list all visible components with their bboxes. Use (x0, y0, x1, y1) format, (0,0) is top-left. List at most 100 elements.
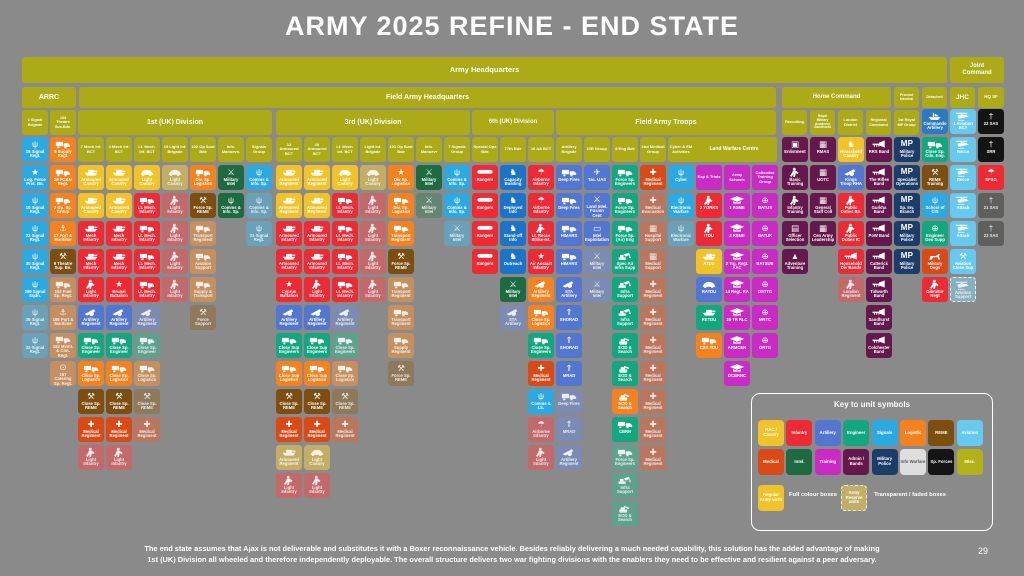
soldier-icon (166, 250, 184, 262)
unit-label: Armoured Infantry (278, 261, 299, 271)
dagger-icon: † (988, 139, 994, 149)
tank-icon (308, 194, 326, 206)
unit-label: Lt. Mech. Infantry (335, 289, 355, 299)
unit-label: Land Intel. Fusion Cent (586, 203, 608, 218)
unit-label: Force Sp. Engineers (614, 177, 636, 187)
column-header-exp-trials: Exp & Trials (696, 165, 722, 190)
unit-label: Log. Force Prot. Bn. (24, 177, 46, 187)
unit-label: Public Duties Bn. (840, 205, 862, 215)
unit-label: MRTC (758, 317, 772, 322)
unit-label: Electronic Warfare (670, 233, 692, 243)
unit-box-light-infantry: Light Infantry (162, 277, 188, 302)
unit-label: Sandhurst Band (868, 317, 890, 327)
truck-icon (82, 334, 100, 346)
tank-icon (110, 222, 128, 234)
truck-icon (392, 222, 410, 234)
tank-icon (280, 446, 298, 458)
soldier-icon (364, 194, 382, 206)
unit-box-military-intel: ⚔ Military Intel (584, 249, 610, 274)
unit-label: BATUK (757, 233, 773, 238)
unit-label: Close Sp. REME (137, 401, 157, 411)
cannon-icon (560, 278, 578, 290)
truck-icon (308, 334, 326, 346)
unit-box-close-sp-engineer: Close Sp. Engineer (78, 333, 104, 358)
unit-box-17-port-maritime: ⚓ 17 Port & Maritime (50, 221, 76, 246)
column-header-4-mech-inf-bct: 4 Mech Inf. BCT (106, 137, 132, 162)
unit-box-32-signal-regt: ψ 32 Signal Regt. (22, 333, 48, 358)
unit-label: 167 Catering Sp. Regt. (53, 371, 73, 386)
unit-box-lt-mech-infantry: Lt. Mech. Infantry (332, 193, 358, 218)
antenna-icon: ψ (255, 195, 263, 205)
unit-label: School of CIS (925, 205, 945, 215)
tank-icon (280, 166, 298, 178)
unit-label: Close Sp. Logistics (335, 373, 355, 383)
unit-box-atdu: ATDU (696, 249, 722, 274)
unit-box-comms-i-s: ψ Comms & I.S. (528, 389, 554, 414)
unit-label: Lt. Mech. Infantry (335, 233, 355, 243)
unit-box-light-cavalry: Light Cavalry (134, 165, 160, 190)
unit-box-light-infantry: Light Infantry (162, 193, 188, 218)
gradcap-icon (728, 278, 746, 290)
unit-label: Infra Support (616, 485, 634, 495)
unit-label: PoW Band (868, 233, 890, 238)
unit-label: Infra Support (616, 317, 634, 327)
cross-icon: ✚ (649, 447, 657, 457)
unit-label: Airborne Infantry (532, 205, 550, 215)
unit-box-close-sp-logistics: Close Sp. Logistics (134, 361, 160, 386)
unit-label: Light Cavalry (139, 177, 155, 187)
truck-icon (336, 194, 354, 206)
unit-label: Close Sp. Logistics (81, 373, 101, 383)
unit-label: 23 SAS (983, 233, 999, 238)
truck-icon (336, 334, 354, 346)
unit-label: Comms & I.S. (531, 401, 551, 411)
globe-icon: ⊕ (761, 223, 769, 233)
robot-icon (616, 390, 634, 402)
unit-box-div-sp-logistics: ★ Div Sp. Logistics (388, 165, 414, 190)
column-header-7-signals-group: 7 Signals Group (444, 137, 470, 162)
unit-box-light-infantry: Light Infantry (360, 221, 386, 246)
trumpet-icon (870, 334, 888, 346)
swords-icon: ⚔ (509, 279, 517, 289)
bar-army-headquarters: Army Headquarters (22, 57, 947, 83)
knight-icon: ♞ (509, 251, 517, 261)
antenna-icon: ψ (453, 167, 461, 177)
bar-provost: Provost Marshal (894, 87, 919, 108)
unit-box-armoured-cavalry: Armoured Cavalry (78, 193, 104, 218)
unit-label: Aviation Close Sup (952, 261, 974, 271)
unit-box-artillery-regiment: Artillery Regiment (332, 305, 358, 330)
unit-label: Military Intel (505, 289, 521, 299)
legend-box-artillery: Artillery (814, 420, 841, 446)
unit-box-enlistment: ▣ Enlistment (782, 137, 808, 162)
robot-icon (616, 502, 634, 514)
column-header-lt-mech-inf-bct: Lt. Mech. Inf. BCT (332, 137, 358, 162)
truck-icon (532, 306, 550, 318)
unit-box-medical-regiment: ✚ Medical Regiment (640, 389, 666, 414)
legend-box-medical: Medical (758, 449, 784, 475)
unit-box-recce: Recce (950, 137, 976, 162)
unit-label: Military Intel (421, 177, 437, 187)
unit-box-force-sp-engineers: Force Sp. Engineers (612, 165, 638, 190)
building-icon: ▦ (818, 195, 828, 205)
footer-line-2: 1st (UK) Division all wheeled and theref… (147, 555, 877, 565)
unit-box-9-supply-regt: 9 Supply Regt. (50, 137, 76, 162)
unit-label: Close Sp. Engineer (109, 345, 129, 355)
unit-box-medical-regiment: ✚ Medical Regiment (78, 417, 104, 442)
unit-box-shorad: ⇑ SHORAD (556, 305, 582, 330)
unit-label: Outreach (503, 261, 523, 266)
unit-label: Armoured Infantry (306, 233, 327, 243)
tank-icon (82, 222, 100, 234)
cannon-icon (82, 306, 100, 318)
unit-label: Military Intel (589, 289, 605, 299)
unit-label: Aviation Support (954, 290, 972, 300)
knight-icon: ♞ (509, 167, 517, 177)
unit-box-rangers: Rangers (472, 193, 498, 218)
unit-box-military-police: MP Military Police (894, 221, 920, 246)
car-icon (336, 166, 354, 178)
unit-label: Military Intel (589, 261, 605, 271)
unit-label: 10 Signal Regt. (25, 205, 45, 215)
cross-icon: ✚ (649, 279, 657, 289)
unit-box-armoured-regiment: Armoured Regiment (276, 165, 302, 190)
unit-label: Close Sp. Engineers (334, 345, 356, 355)
legend-box-admin-bands: Admin / Bands (843, 449, 870, 475)
truck-icon (280, 362, 298, 374)
